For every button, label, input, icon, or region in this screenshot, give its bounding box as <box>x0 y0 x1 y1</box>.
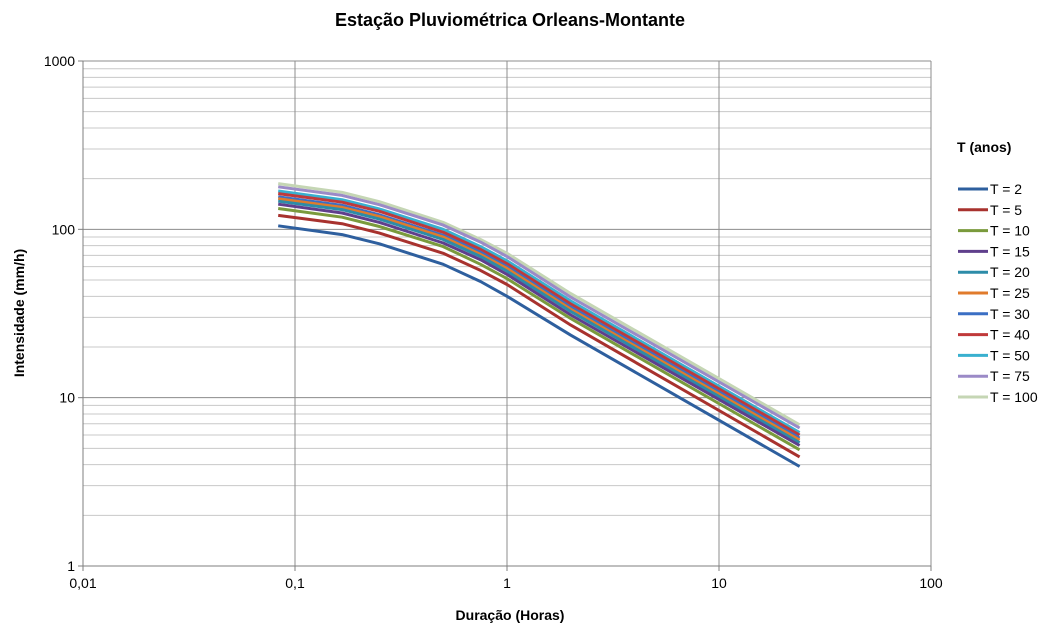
series-line <box>277 182 801 427</box>
series-line <box>277 207 801 452</box>
legend-entry: T = 100 <box>990 389 1038 405</box>
legend-entry: T = 10 <box>990 223 1030 239</box>
x-tick-label: 10 <box>711 575 727 591</box>
legend: T (anos) T = 2 T = 5 T = 10 T = 15 T = 20 T =… <box>957 139 1038 405</box>
x-tick-label: 1 <box>503 575 511 591</box>
legend-entry: T = 75 <box>990 368 1030 384</box>
y-tick-label: 1 <box>67 558 75 574</box>
legend-title: T (anos) <box>957 139 1011 155</box>
x-tick-label: 0,1 <box>285 575 305 591</box>
series-line <box>277 197 801 442</box>
x-axis-label: Duração (Horas) <box>456 607 565 623</box>
legend-entry: T = 5 <box>990 202 1022 218</box>
y-tick-label: 10 <box>59 390 75 406</box>
x-tick-label: 0,01 <box>69 575 96 591</box>
plot-area <box>82 60 932 567</box>
legend-entry: T = 20 <box>990 264 1030 280</box>
series-line <box>278 199 801 445</box>
legend-entry: T = 2 <box>990 181 1022 197</box>
legend-entry: T = 25 <box>990 285 1030 301</box>
y-axis-label: Intensidade (mm/h) <box>11 249 27 377</box>
series-line <box>277 189 801 434</box>
series-lines <box>277 182 801 468</box>
series-line <box>278 195 801 440</box>
legend-entry: T = 50 <box>990 347 1030 363</box>
series-line <box>277 202 801 447</box>
y-tick-label: 100 <box>52 221 76 237</box>
y-axis-ticks: 1 10 100 1000 <box>44 53 83 574</box>
legend-entry: T = 40 <box>990 327 1030 343</box>
series-line <box>278 213 801 459</box>
series-line <box>277 185 801 430</box>
chart-title: Estação Pluviométrica Orleans-Montante <box>335 10 685 30</box>
legend-entry: T = 30 <box>990 306 1030 322</box>
legend-entry: T = 15 <box>990 243 1030 259</box>
series-line <box>277 224 801 468</box>
x-axis-ticks: 0,01 0,1 1 10 100 <box>69 566 943 591</box>
x-tick-label: 100 <box>919 575 943 591</box>
y-tick-label: 1000 <box>44 53 75 69</box>
series-line <box>277 192 801 437</box>
